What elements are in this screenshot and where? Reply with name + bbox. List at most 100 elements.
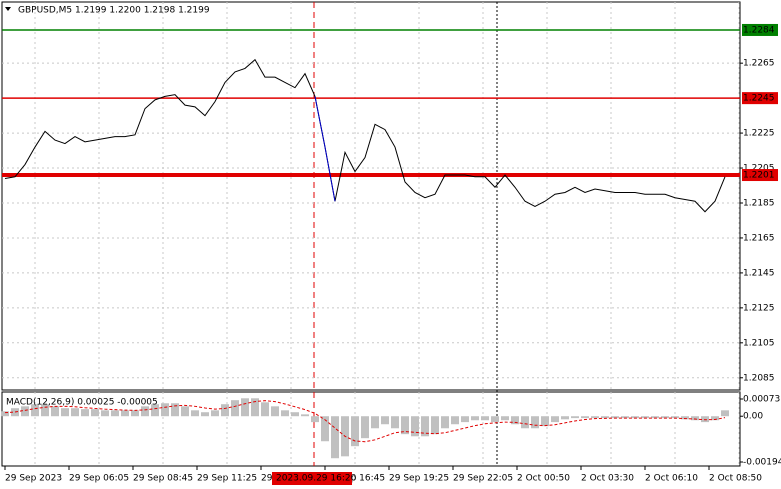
histogram-bar bbox=[311, 416, 319, 423]
histogram-bar bbox=[591, 416, 599, 419]
histogram-bar bbox=[191, 410, 199, 417]
level-label: 1.2201 bbox=[743, 171, 775, 181]
histogram-bar bbox=[651, 416, 659, 419]
histogram-bar bbox=[161, 403, 169, 417]
y-tick-label: 1.2165 bbox=[743, 233, 775, 243]
y-tick-label: 1.2085 bbox=[743, 373, 775, 383]
level-label: 1.2284 bbox=[743, 25, 775, 35]
histogram-bar bbox=[721, 410, 729, 417]
histogram-bar bbox=[251, 398, 259, 417]
histogram-bar bbox=[301, 414, 309, 417]
histogram-bar bbox=[401, 416, 409, 435]
x-tick-label: 29 Sep 08:45 bbox=[133, 474, 193, 484]
series-line bbox=[4, 58, 726, 213]
title-arrow bbox=[5, 7, 11, 11]
level-label-box bbox=[742, 23, 778, 36]
cursor-label-box bbox=[272, 472, 352, 485]
y-tick-label: -0.00194 bbox=[743, 458, 781, 468]
histogram-bar bbox=[131, 410, 139, 417]
histogram-bar bbox=[141, 406, 149, 417]
macd-panel bbox=[1, 391, 741, 467]
y-tick-label: 0.00 bbox=[743, 412, 763, 422]
histogram-bar bbox=[621, 416, 629, 419]
histogram-bar bbox=[81, 409, 89, 417]
histogram-bar bbox=[551, 416, 559, 423]
histogram-bar bbox=[461, 416, 469, 423]
x-tick-label: 29 Sep 2023 bbox=[5, 474, 62, 484]
y-tick-label: 1.2105 bbox=[743, 338, 775, 348]
chart-title: GBPUSD,M5 1.2199 1.2200 1.2198 1.2199 bbox=[18, 6, 210, 16]
histogram-bar bbox=[241, 398, 249, 417]
y-tick-label: 1.2185 bbox=[743, 198, 775, 208]
histogram-bar bbox=[271, 406, 279, 417]
histogram-bar bbox=[41, 404, 49, 417]
y-tick-label: 1.2265 bbox=[743, 59, 775, 69]
histogram-bar bbox=[561, 416, 569, 420]
y-tick-label: 1.2145 bbox=[743, 268, 775, 278]
x-tick-label: 29 Sep 22:05 bbox=[453, 474, 513, 484]
x-tick-label: 29 Sep 11:25 bbox=[197, 474, 257, 484]
y-tick-label: 1.2125 bbox=[743, 303, 775, 313]
histogram-bar bbox=[361, 416, 369, 439]
histogram-bar bbox=[151, 404, 159, 417]
x-tick-label: 2 Oct 03:30 bbox=[581, 474, 634, 484]
histogram-bar bbox=[371, 416, 379, 429]
histogram-bar bbox=[491, 416, 499, 423]
y-tick-label: 1.2205 bbox=[743, 164, 775, 174]
histogram-bar bbox=[321, 416, 329, 442]
histogram-bar bbox=[451, 416, 459, 425]
level-label: 1.2245 bbox=[743, 94, 775, 104]
histogram-bar bbox=[681, 416, 689, 420]
x-tick-label: 29 Sep 06:05 bbox=[69, 474, 129, 484]
histogram-bar bbox=[471, 416, 479, 421]
histogram-bar bbox=[701, 416, 709, 423]
histogram-bar bbox=[221, 404, 229, 417]
histogram-bar bbox=[51, 406, 59, 417]
cursor-label: 2023.09.29 16:20 bbox=[276, 474, 357, 484]
macd-title: MACD(12,26,9) 0.00025 -0.00005 bbox=[6, 398, 158, 408]
histogram-bar bbox=[21, 406, 29, 417]
histogram-bar bbox=[121, 410, 129, 417]
histogram-bar bbox=[531, 416, 539, 429]
histogram-bar bbox=[581, 416, 589, 419]
histogram-bar bbox=[421, 416, 429, 437]
level-label-box bbox=[742, 92, 778, 105]
histogram-bar bbox=[291, 412, 299, 417]
y-tick-label: 1.2225 bbox=[743, 129, 775, 139]
histogram-bar bbox=[211, 410, 219, 417]
x-tick-label: 2 Oct 00:50 bbox=[517, 474, 570, 484]
histogram-bar bbox=[1, 411, 9, 417]
level-label-box bbox=[742, 169, 778, 182]
histogram-bar bbox=[181, 406, 189, 417]
histogram-bar bbox=[111, 410, 119, 417]
histogram-bar bbox=[441, 416, 449, 429]
histogram-bar bbox=[661, 416, 669, 419]
x-tick-label: 2 Oct 06:10 bbox=[645, 474, 698, 484]
histogram-bar bbox=[711, 416, 719, 421]
series-line bbox=[4, 400, 726, 443]
y-tick-label: 0.00073 bbox=[743, 395, 780, 405]
histogram-bar bbox=[281, 410, 289, 417]
histogram-bar bbox=[171, 403, 179, 417]
histogram-bar bbox=[601, 416, 609, 419]
histogram-bar bbox=[351, 416, 359, 447]
histogram-bar bbox=[611, 416, 619, 419]
histogram-bar bbox=[31, 404, 39, 417]
histogram-bar bbox=[641, 416, 649, 419]
histogram-bar bbox=[91, 409, 99, 417]
histogram-bar bbox=[331, 416, 339, 459]
histogram-bar bbox=[481, 416, 489, 421]
x-tick-label: 2 Oct 08:50 bbox=[709, 474, 762, 484]
histogram-bar bbox=[71, 408, 79, 417]
histogram-bar bbox=[411, 416, 419, 437]
price-panel bbox=[1, 1, 741, 391]
histogram-bar bbox=[671, 416, 679, 419]
histogram-bar bbox=[261, 402, 269, 417]
histogram-bar bbox=[631, 416, 639, 419]
histogram-bar bbox=[201, 412, 209, 417]
histogram-bar bbox=[511, 416, 519, 425]
histogram-bar bbox=[541, 416, 549, 427]
